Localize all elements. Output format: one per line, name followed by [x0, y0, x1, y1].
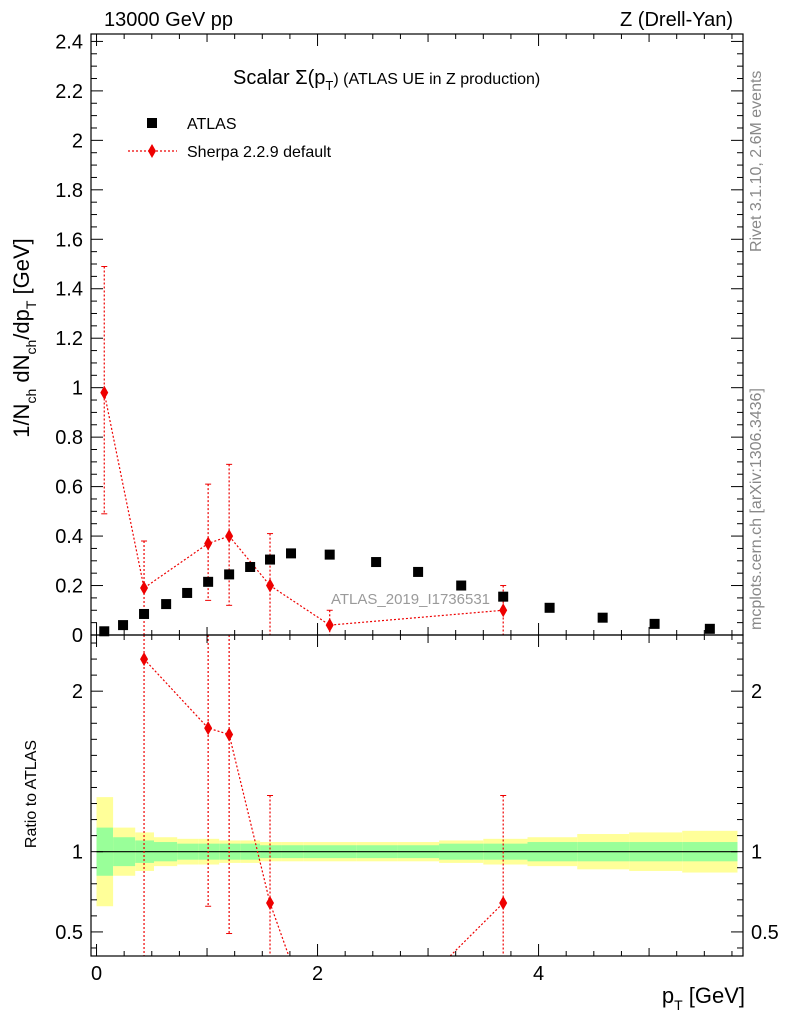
mc-point-top-1: [140, 581, 149, 596]
mc-point-ratio-2: [225, 727, 234, 742]
atlas-point-top-1: [118, 620, 129, 631]
top-y-tick-label-11: 2.2: [55, 81, 83, 103]
atlas-point-top-3: [161, 599, 172, 610]
atlas-point-top-18: [704, 623, 715, 634]
mc-point-top-2: [204, 536, 213, 551]
mc-point-top-6: [499, 603, 508, 618]
frames: [90, 33, 744, 957]
top-y-tick-label-3: 0.6: [55, 477, 83, 499]
ratio-plot-frame: [90, 634, 744, 957]
atlas-point-top-4: [182, 587, 193, 598]
atlas-point-top-12: [413, 566, 424, 577]
top-y-tick-label-12: 2.4: [55, 31, 83, 53]
atlas-point-top-8: [265, 554, 276, 565]
chart-title-sub: T: [325, 78, 333, 93]
x-tick-label-1: 2: [312, 963, 323, 985]
atlas-point-top-14: [498, 591, 509, 602]
top-y-tick-label-5: 1: [72, 378, 83, 400]
atlas-point-top-17: [649, 618, 660, 629]
legend-atlas-marker: [147, 118, 157, 128]
atlas-point-top-11: [371, 557, 382, 568]
mc-line-ratio-a: [143, 658, 271, 904]
mc-point-ratio-4: [499, 896, 508, 911]
atlas-point-top-2: [139, 608, 150, 619]
top-y-tick-label-1: 0.2: [55, 576, 83, 598]
mc-point-ratio-1: [204, 721, 213, 736]
header-right: Z (Drell-Yan): [620, 9, 733, 31]
top-y-tick-label-8: 1.6: [55, 229, 83, 251]
top-y-tick-label-10: 2: [72, 130, 83, 152]
rivet-version-text: Rivet 3.1.10, 2.6M events: [748, 71, 765, 252]
legend-mc-label: Sherpa 2.2.9 default: [187, 144, 332, 161]
top-y-tick-label-9: 1.8: [55, 180, 83, 202]
chart-title: Scalar Σ(pT) (ATLAS UE in Z production): [233, 67, 540, 93]
top-y-axis-label: 1/Nch dNch/dpT [GeV]: [9, 238, 39, 438]
atlas-point-top-16: [597, 612, 608, 623]
header-left: 13000 GeV pp: [104, 9, 233, 31]
marks: [99, 385, 715, 911]
x-axis-label: pT [GeV]: [662, 983, 745, 1013]
ratio-y-axis-label: Ratio to ATLAS: [23, 740, 40, 848]
ratio-y-tick-label-right-0: 0.5: [751, 922, 779, 944]
legend-mc-marker: [148, 144, 156, 158]
mc-point-top-5: [325, 618, 334, 633]
top-y-tick-label-7: 1.4: [55, 279, 83, 301]
top-y-tick-label-0: 0: [72, 625, 83, 647]
mc-point-top-3: [225, 529, 234, 544]
atlas-point-top-15: [544, 602, 555, 613]
top-y-tick-label-6: 1.2: [55, 328, 83, 350]
legend-atlas-label: ATLAS: [187, 116, 237, 133]
atlas-point-top-7: [245, 561, 256, 572]
ratio-y-tick-label-left-0: 0.5: [55, 922, 83, 944]
mc-point-ratio-0: [140, 652, 149, 667]
ticks: 0 0.2 0.4 0.6 0.8 1 1.2 1.4 1.6 1.8 2 2.2 2.4 0 2 4 0.5 0…: [55, 31, 779, 985]
mc-line-ratio-exit: [269, 902, 290, 957]
mc-point-ratio-3: [266, 896, 275, 911]
mc-point-top-0: [100, 385, 109, 400]
atlas-point-top-9: [286, 548, 297, 559]
top-y-tick-label-2: 0.4: [55, 526, 83, 548]
atlas-point-top-6: [224, 569, 235, 580]
chart-title-main: Scalar Σ(p: [233, 67, 325, 89]
chart-title-rest: ) (ATLAS UE in Z production): [333, 71, 540, 88]
ratio-y-tick-label-right-1: 1: [751, 842, 762, 864]
mc-line-ratio-enter: [449, 902, 504, 957]
x-tick-label-2: 4: [533, 963, 544, 985]
ratio-y-tick-label-left-1: 1: [72, 842, 83, 864]
atlas-point-top-10: [324, 549, 335, 560]
atlas-point-top-0: [99, 626, 110, 637]
atlas-point-top-13: [456, 580, 467, 591]
mc-point-top-4: [266, 578, 275, 593]
ratio-y-tick-label-left-2: 2: [72, 681, 83, 703]
x-tick-label-0: 0: [91, 963, 102, 985]
ratio-y-tick-label-right-2: 2: [751, 681, 762, 703]
legend: ATLAS Sherpa 2.2.9 default: [128, 116, 332, 161]
atlas-point-top-5: [203, 576, 214, 587]
top-y-tick-label-4: 0.8: [55, 427, 83, 449]
analysis-watermark: ATLAS_2019_I1736531: [331, 591, 490, 608]
mcplots-text: mcplots.cern.ch [arXiv:1306.3436]: [748, 388, 765, 630]
